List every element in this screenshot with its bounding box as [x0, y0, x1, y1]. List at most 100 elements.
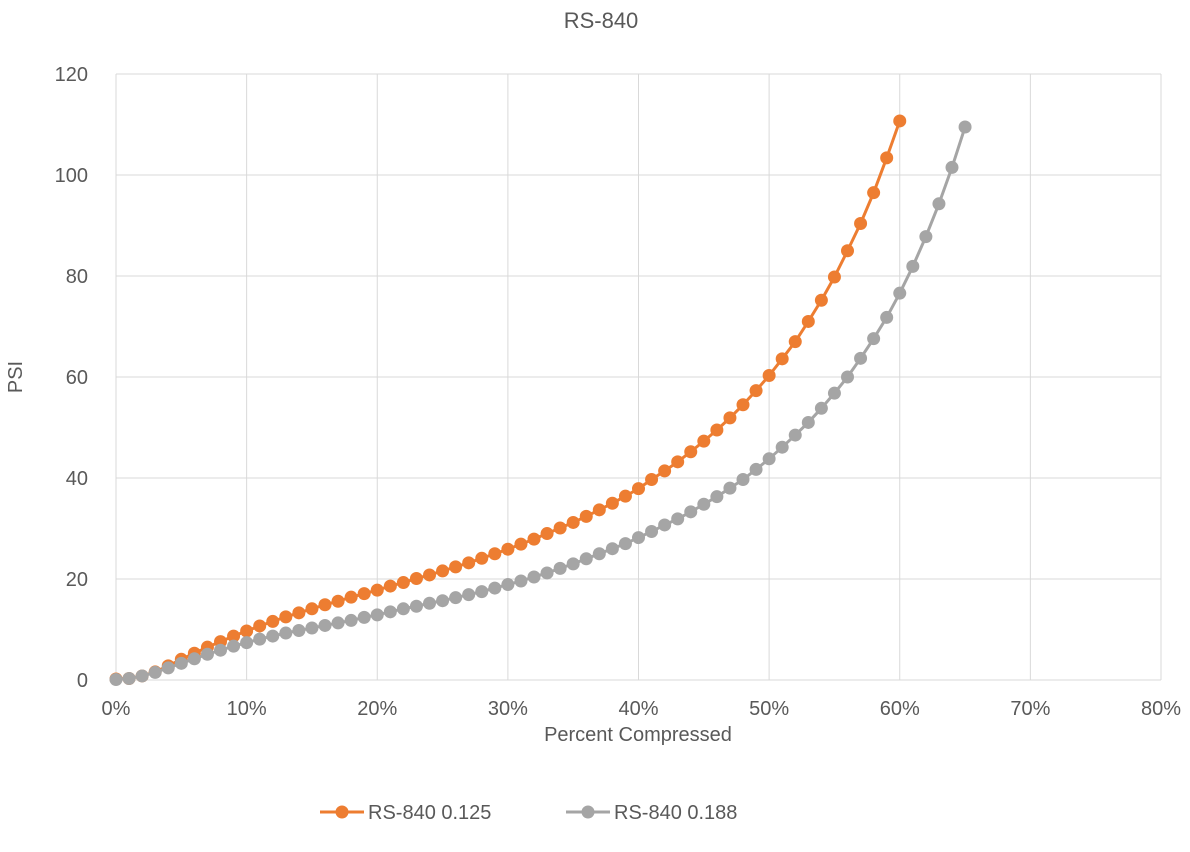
data-point	[723, 411, 737, 425]
y-tick-labels: 0 20 40 60 80 100 120	[55, 64, 88, 692]
data-point	[592, 547, 606, 561]
data-point	[553, 521, 567, 535]
data-point	[854, 216, 868, 230]
data-point	[527, 570, 541, 584]
x-tick-label: 40%	[618, 698, 658, 720]
data-point	[710, 490, 724, 504]
data-point	[841, 370, 854, 384]
data-point	[527, 532, 541, 546]
data-point	[370, 608, 384, 622]
data-point	[645, 473, 659, 487]
data-point	[148, 665, 162, 679]
x-axis-label: Percent Compressed	[544, 724, 732, 746]
data-point	[945, 160, 959, 174]
data-point	[279, 610, 293, 624]
data-point	[749, 384, 763, 398]
data-point	[200, 647, 214, 661]
legend-label: RS-840 0.188	[614, 802, 737, 824]
y-tick-label: 120	[55, 64, 88, 86]
data-point	[396, 576, 410, 590]
data-point	[540, 566, 554, 580]
data-point	[344, 590, 358, 604]
data-point	[266, 629, 280, 643]
y-tick-label: 20	[66, 569, 88, 591]
data-point	[514, 574, 528, 588]
data-point	[423, 596, 436, 610]
data-point	[566, 515, 580, 529]
data-point	[514, 537, 528, 551]
data-point	[645, 525, 659, 539]
data-point	[436, 564, 450, 578]
data-point	[671, 512, 685, 526]
legend-marker	[335, 805, 349, 819]
y-tick-label: 40	[66, 468, 88, 490]
data-point	[841, 244, 854, 258]
data-point	[436, 594, 450, 608]
data-point	[775, 352, 789, 366]
data-point	[109, 672, 123, 686]
data-point	[553, 561, 567, 575]
data-point	[383, 579, 397, 593]
data-point	[632, 482, 645, 496]
data-point	[801, 314, 815, 328]
data-point	[462, 556, 476, 570]
data-point	[893, 286, 907, 300]
data-point	[475, 585, 489, 599]
data-point	[736, 473, 750, 487]
data-point	[488, 581, 502, 595]
data-point	[632, 531, 645, 545]
data-point	[161, 661, 175, 675]
x-tick-label: 20%	[357, 698, 397, 720]
data-point	[605, 496, 619, 510]
chart-title: RS-840	[564, 8, 639, 33]
data-point	[292, 624, 306, 638]
y-tick-label: 100	[55, 165, 88, 187]
legend-label: RS-840 0.125	[368, 802, 491, 824]
data-point	[566, 557, 580, 571]
data-point	[880, 310, 894, 324]
data-point	[814, 293, 828, 307]
data-point	[814, 401, 828, 415]
data-point	[253, 632, 267, 646]
x-tick-label: 80%	[1141, 698, 1181, 720]
data-point	[827, 386, 841, 400]
data-point	[579, 552, 593, 566]
data-point	[867, 186, 881, 200]
data-point	[671, 455, 685, 469]
data-point	[762, 452, 776, 466]
data-point	[906, 259, 920, 273]
data-point	[279, 626, 293, 640]
x-tick-label: 70%	[1010, 698, 1050, 720]
data-point	[827, 270, 841, 284]
data-point	[684, 505, 698, 519]
data-point	[331, 616, 345, 630]
data-point	[618, 537, 632, 551]
data-point	[618, 489, 632, 503]
data-point	[396, 602, 410, 616]
y-tick-label: 60	[66, 367, 88, 389]
x-tick-label: 0%	[102, 698, 131, 720]
y-axis-label: PSI	[5, 361, 27, 393]
legend-item: RS-840 0.125	[320, 802, 491, 824]
y-tick-label: 80	[66, 266, 88, 288]
data-point	[710, 423, 724, 437]
data-point	[697, 497, 711, 511]
y-tick-label: 0	[77, 670, 88, 692]
data-point	[658, 518, 672, 532]
data-point	[501, 542, 515, 556]
data-point	[409, 571, 423, 585]
x-tick-label: 50%	[749, 698, 789, 720]
data-point	[344, 613, 358, 627]
data-point	[370, 583, 384, 597]
data-point	[214, 643, 227, 657]
data-point	[318, 598, 332, 612]
legend-item: RS-840 0.188	[566, 802, 737, 824]
data-point	[893, 114, 907, 128]
data-point	[592, 503, 606, 517]
data-point	[958, 120, 972, 134]
data-point	[475, 551, 489, 565]
legend: RS-840 0.125 RS-840 0.188	[320, 802, 737, 824]
data-point	[240, 624, 254, 638]
data-point	[266, 614, 280, 628]
data-point	[305, 621, 319, 635]
